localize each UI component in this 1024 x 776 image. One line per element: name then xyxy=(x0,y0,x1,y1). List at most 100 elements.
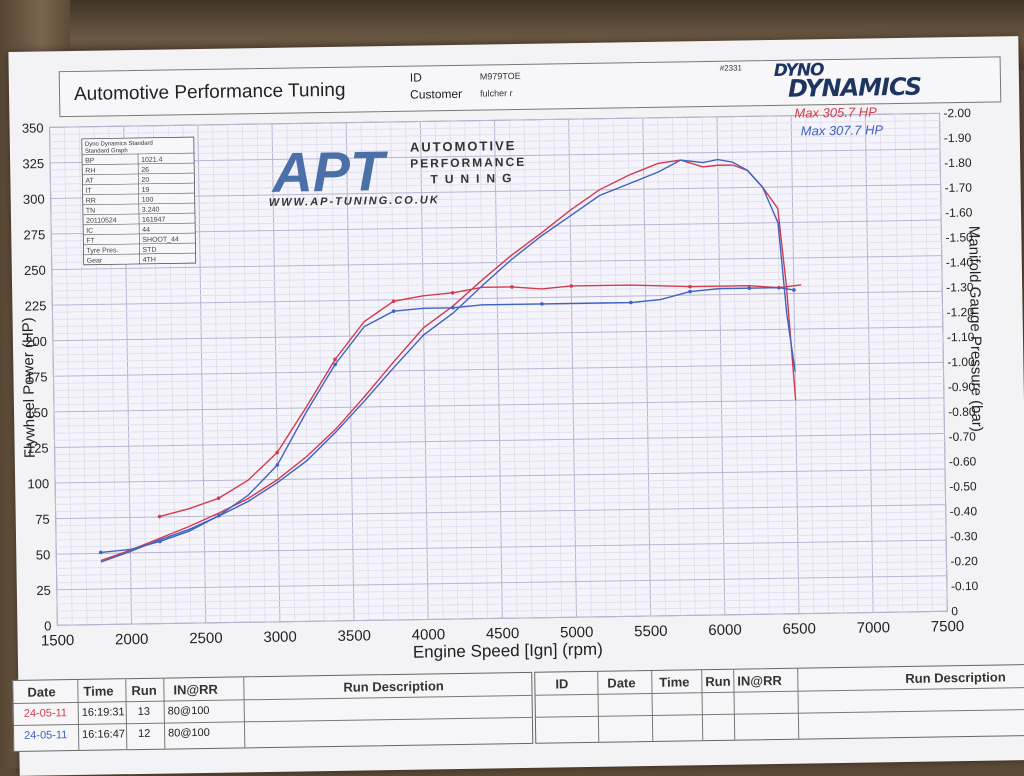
x-tick-label: 4000 xyxy=(412,626,446,644)
table-divider xyxy=(243,677,246,748)
data-point xyxy=(688,284,692,289)
info-table-divider xyxy=(83,232,196,236)
data-point xyxy=(451,305,455,310)
col-time: Time xyxy=(659,674,690,690)
y2-tick-label: -1.20 xyxy=(946,305,974,319)
table-divider xyxy=(163,678,166,749)
chart-axes: 1500 2000 2500 3000 3500 4000 4500 5000 5500 6000… xyxy=(22,106,979,650)
grid-line xyxy=(55,468,946,484)
max-label-red: Max 305.7 HP xyxy=(794,104,877,120)
grid-line xyxy=(54,447,945,463)
grid-line xyxy=(57,596,948,612)
y-tick-label: 100 xyxy=(27,476,49,491)
y2-axis-title: Manifold Gauge Pressure (bar) xyxy=(965,226,985,432)
grid-line xyxy=(54,432,945,448)
info-table-value: SHOOT_44 xyxy=(142,236,179,244)
row-run: 13 xyxy=(137,705,151,719)
grid-line xyxy=(49,119,940,135)
info-table-divider xyxy=(82,172,195,176)
grid-line xyxy=(52,319,943,335)
info-table-value: 44 xyxy=(142,227,150,234)
row-date: 24-05-11 xyxy=(24,729,68,742)
info-table-key: RR xyxy=(86,198,96,205)
data-point xyxy=(450,291,455,295)
grid-line xyxy=(50,176,941,192)
col-inrr: IN@RR xyxy=(173,681,218,698)
y2-tick-label: -0.60 xyxy=(949,454,977,468)
data-point xyxy=(629,300,633,305)
table-divider xyxy=(597,671,600,742)
grid-line xyxy=(50,169,941,185)
y2-tick-label: -1.70 xyxy=(945,181,973,195)
grid-line xyxy=(53,383,944,399)
grid-line xyxy=(50,155,941,171)
info-table-divider xyxy=(82,202,195,206)
grid-line xyxy=(51,212,942,228)
info-table-divider xyxy=(82,212,195,216)
grid-line xyxy=(49,134,940,150)
grid-line xyxy=(52,276,943,292)
data-point xyxy=(540,302,544,306)
y2-tick-label: -0.50 xyxy=(949,479,977,493)
data-point xyxy=(333,362,337,367)
grid-line xyxy=(51,248,942,263)
data-point xyxy=(391,309,396,313)
y2-tick-label: -1.10 xyxy=(947,330,975,344)
y-tick-label: 50 xyxy=(36,547,51,562)
info-table-key: AT xyxy=(85,178,94,185)
y-axis-title: Flywheel Power (HP) xyxy=(20,317,39,458)
grid-line xyxy=(49,112,940,128)
series-line xyxy=(159,284,802,518)
grid-line xyxy=(50,148,941,164)
info-table-value: 1021.4 xyxy=(141,157,163,164)
grid-line xyxy=(55,482,946,498)
data-point xyxy=(216,496,221,501)
info-table-divider xyxy=(82,162,195,166)
data-point xyxy=(688,289,692,294)
chart-series xyxy=(98,158,802,563)
grid-line xyxy=(50,191,941,207)
job-number: #2331 xyxy=(719,63,743,73)
info-table-value: 3.240 xyxy=(142,207,160,214)
y-tick-label: 175 xyxy=(26,369,48,384)
grid-line xyxy=(51,219,942,235)
x-tick-label: 3000 xyxy=(263,629,297,647)
info-table-value: STD xyxy=(142,247,156,254)
data-point xyxy=(217,513,221,518)
y2-tick-label: -1.60 xyxy=(945,205,973,219)
y2-tick-label: -0.30 xyxy=(950,529,978,543)
row-inrr: 80@100 xyxy=(168,726,210,740)
grid-line xyxy=(53,354,944,370)
col-date: Date xyxy=(27,684,56,700)
series-line xyxy=(100,158,796,563)
y2-tick-label: -0.20 xyxy=(950,554,978,568)
data-point xyxy=(98,550,103,555)
x-tick-label: 7500 xyxy=(931,618,965,636)
info-table-divider xyxy=(82,182,195,186)
y2-tick-label: -2.00 xyxy=(943,106,971,120)
x-tick-label: 2500 xyxy=(189,630,223,648)
y-tick-label: 300 xyxy=(23,192,45,207)
col-inrr: IN@RR xyxy=(737,672,782,689)
grid-line xyxy=(49,127,940,143)
grid-line xyxy=(54,418,945,434)
dyno-chart: 1500 2000 2500 3000 3500 4000 4500 5000 5500 6000… xyxy=(9,100,1024,676)
grid-line xyxy=(54,454,945,470)
grid-line xyxy=(54,440,945,456)
grid-line xyxy=(51,226,942,242)
info-table-key: 20110524 xyxy=(86,217,117,224)
run-table-right: ID Date Time Run IN@RR Run Description xyxy=(534,664,1024,744)
customer-label: Customer xyxy=(409,86,463,102)
grid-line xyxy=(56,539,947,555)
info-table-value: 4TH xyxy=(143,257,156,264)
data-point xyxy=(158,539,162,544)
info-table-divider xyxy=(83,242,196,246)
grid-line xyxy=(56,532,947,548)
info-table-key: IC xyxy=(86,228,93,235)
info-table-value: 100 xyxy=(142,197,154,204)
x-tick-label: 4500 xyxy=(486,625,520,643)
dyno-chart-svg: 1500 2000 2500 3000 3500 4000 4500 5000 5500 6000… xyxy=(20,104,986,661)
apt-logo: APT AUTOMOTIVE PERFORMANCE TUNING WWW.AP… xyxy=(269,138,527,209)
grid-line xyxy=(54,404,945,420)
